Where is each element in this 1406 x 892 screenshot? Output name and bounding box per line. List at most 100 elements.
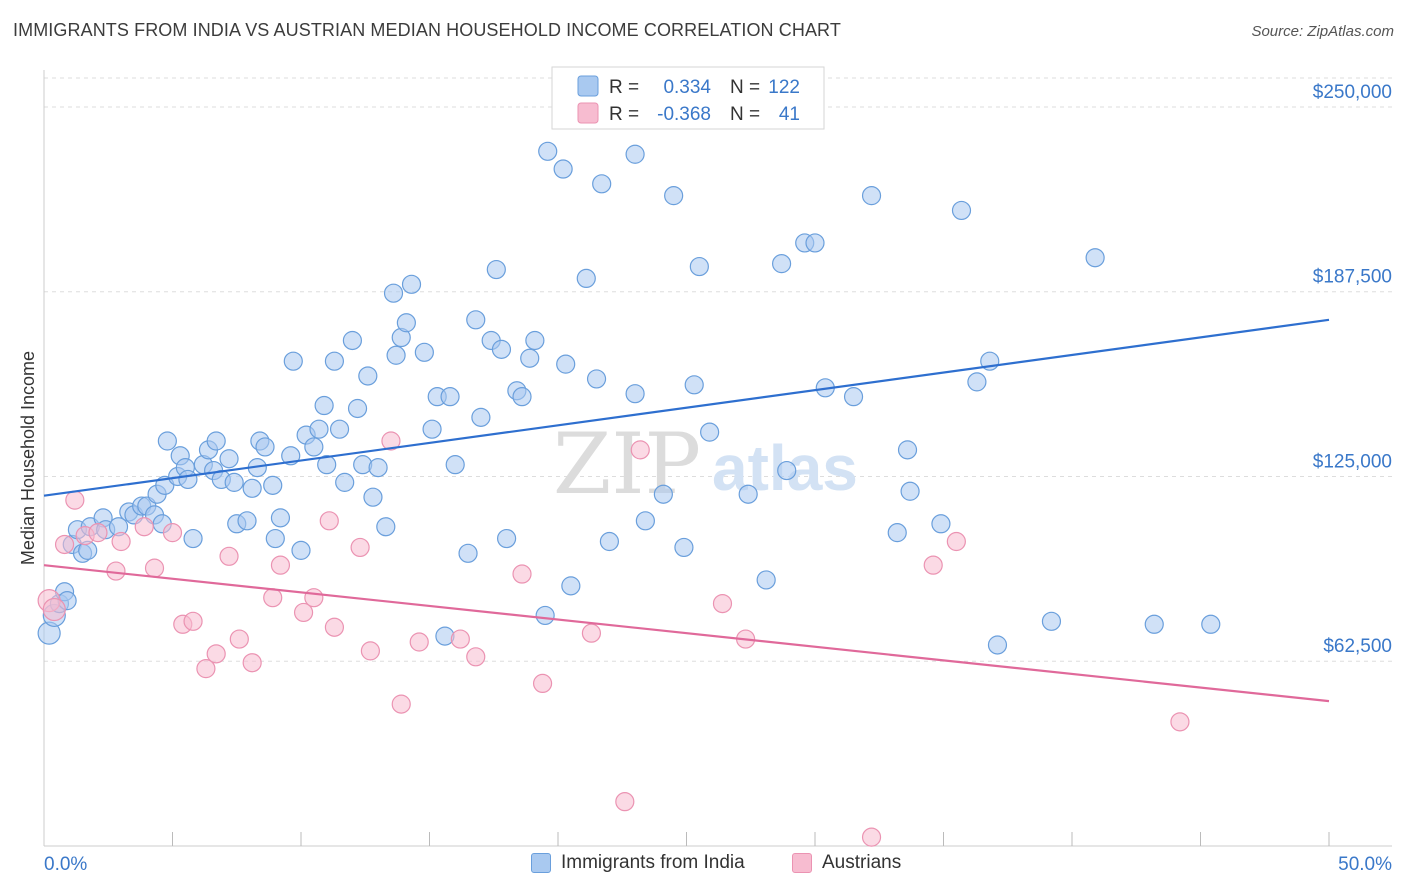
x-tick-label-max: 50.0% — [1338, 854, 1392, 875]
y-tick-label: $250,000 — [1313, 82, 1392, 103]
austrians-point — [219, 546, 239, 566]
india-point — [843, 387, 864, 407]
india-point — [368, 458, 388, 478]
bottom-legend: Immigrants from India Austrians — [0, 852, 1406, 878]
legend-label-india: Immigrants from India — [561, 852, 745, 873]
india-point — [291, 540, 311, 560]
chart-title: IMMIGRANTS FROM INDIA VS AUSTRIAN MEDIAN… — [13, 20, 841, 40]
stats-legend: R = 0.334 N = 122 R = -0.368 N = 41 — [551, 66, 825, 130]
india-point — [401, 274, 422, 294]
india-point — [525, 330, 545, 351]
india-point — [951, 200, 972, 221]
austrians-point — [144, 558, 165, 578]
austrians-point — [65, 490, 85, 510]
legend-item-india: Immigrants from India — [531, 852, 745, 874]
india-point — [1085, 248, 1105, 268]
source-credit: Source: ZipAtlas.com — [1251, 23, 1394, 40]
india-point — [491, 339, 512, 359]
india-point — [931, 514, 951, 534]
stats-swatch-india — [577, 75, 599, 97]
india-point — [689, 256, 709, 277]
india-point — [599, 531, 620, 552]
india-point — [383, 283, 404, 303]
austrians-point — [409, 632, 429, 652]
trend-line-austrians — [43, 564, 1330, 703]
india-point — [664, 186, 684, 206]
india-point — [967, 372, 987, 392]
india-point — [414, 342, 434, 362]
austrians-point — [712, 593, 733, 614]
india-point — [653, 484, 673, 504]
india-point — [535, 605, 555, 626]
austrians-point — [270, 555, 291, 575]
trend-line-india — [43, 318, 1330, 497]
austrians-point — [391, 694, 411, 714]
india-point — [466, 310, 486, 330]
austrians-point — [206, 644, 226, 664]
legend-label-austrians: Austrians — [822, 852, 902, 873]
austrians-point — [923, 555, 943, 575]
austrians-point — [512, 564, 532, 584]
y-tick-label: $62,500 — [1323, 636, 1392, 657]
austrians-point — [360, 641, 380, 661]
austrians-point — [319, 511, 339, 531]
stats-r-label-austrians: R = — [609, 104, 639, 125]
india-point — [497, 528, 517, 549]
legend-swatch-india — [531, 853, 551, 873]
india-point — [471, 407, 491, 427]
india-point — [314, 395, 334, 416]
india-point — [358, 366, 378, 386]
india-point — [224, 472, 244, 492]
y-tick-labels: $62,500 $125,000 $187,500 $250,000 — [1313, 82, 1392, 657]
india-point — [674, 537, 694, 558]
india-point — [445, 455, 465, 475]
india-point — [561, 576, 581, 596]
austrians-point — [196, 659, 216, 679]
x-ticks — [172, 832, 1330, 846]
india-point — [861, 186, 882, 206]
india-point — [520, 348, 540, 368]
india-point — [805, 233, 825, 253]
india-point — [440, 387, 460, 407]
legend-item-austrians: Austrians — [792, 852, 901, 874]
austrians-point — [111, 531, 131, 552]
india-point — [486, 259, 506, 280]
india-point — [1144, 614, 1164, 634]
india-point — [897, 440, 918, 460]
y-axis-label: Median Household Income — [18, 351, 38, 565]
stats-r-label-india: R = — [609, 77, 639, 98]
austrians-point — [1170, 712, 1190, 732]
stats-n-value-india: 122 — [768, 77, 800, 98]
austrians-point — [54, 534, 75, 555]
austrians-point — [861, 827, 882, 847]
austrians-point — [134, 517, 154, 537]
india-point — [157, 431, 177, 451]
india-point — [512, 387, 532, 407]
austrians-point — [532, 673, 553, 694]
india-point — [317, 455, 337, 475]
india-point — [700, 422, 720, 442]
india-point — [422, 419, 442, 439]
india-point — [771, 254, 792, 274]
india-point — [376, 517, 396, 537]
austrians-point — [466, 647, 486, 667]
austrians-point — [242, 653, 262, 673]
india-point — [458, 543, 478, 563]
india-point — [586, 369, 607, 389]
austrians-point — [293, 602, 314, 623]
austrians-point — [88, 523, 108, 543]
austrians-point — [324, 617, 345, 637]
india-point — [183, 528, 203, 549]
austrians-point — [581, 623, 602, 643]
austrians-point — [263, 588, 283, 608]
india-point — [335, 472, 355, 492]
series-immigrants-from-india — [37, 141, 1221, 655]
india-point — [887, 523, 907, 543]
austrians-point — [450, 629, 470, 649]
india-point — [363, 487, 383, 507]
india-point — [304, 437, 324, 457]
india-point — [1201, 614, 1221, 634]
trend-lines — [43, 318, 1330, 703]
austrians-point — [630, 440, 650, 460]
